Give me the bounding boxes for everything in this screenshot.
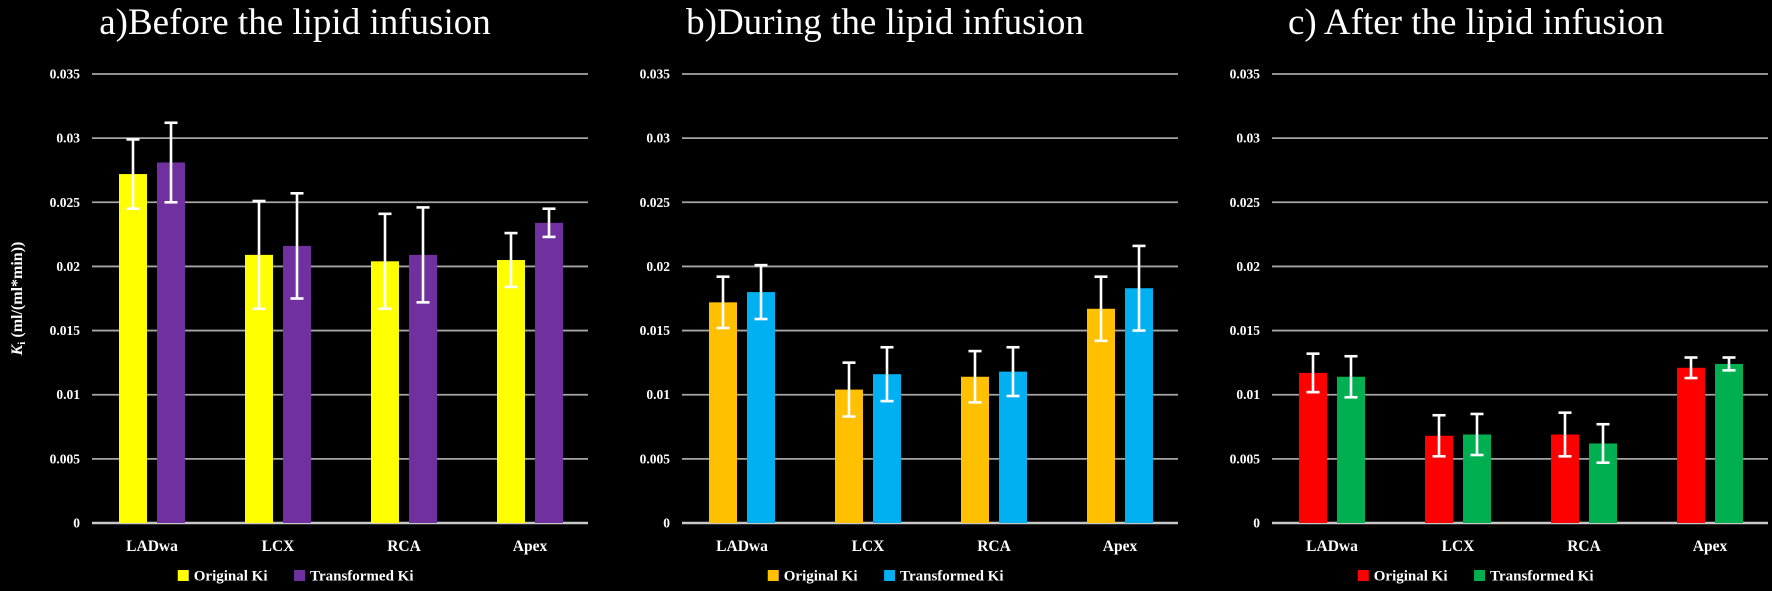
category-label-rca: RCA	[387, 538, 421, 555]
bar-transformed-apex	[535, 222, 563, 523]
category-label-rca: RCA	[977, 538, 1011, 555]
bar-transformed-apex	[1715, 363, 1743, 523]
category-label-rca: RCA	[1567, 538, 1601, 555]
legend-label-transformed: Transformed Ki	[900, 569, 1003, 585]
y-tick-label: 0	[663, 516, 670, 531]
y-tick-label: 0.01	[1236, 387, 1260, 402]
legend-label-original: Original Ki	[194, 569, 268, 585]
y-tick-label: 0	[73, 516, 80, 531]
y-tick-label: 0	[1253, 516, 1260, 531]
chart-panel-before: a)Before the lipid infusion 0.035 0.03 0.0…	[0, 0, 590, 591]
category-label-ladwa: LADwa	[1306, 538, 1358, 555]
y-tick-label: 0.03	[56, 131, 80, 146]
legend-label-transformed: Transformed Ki	[1490, 569, 1593, 585]
chart-canvas-before: 0.035 0.03 0.025 0.02 0.015 0.01 0.005 0 Ki (ml/…	[9, 67, 588, 585]
category-label-apex: Apex	[1693, 538, 1728, 555]
category-label-lcx: LCX	[262, 538, 296, 555]
legend-swatch-transformed	[294, 570, 306, 581]
y-tick-label: 0.02	[56, 259, 80, 274]
chart-title-during: b)During the lipid infusion	[686, 2, 1084, 43]
chart-canvas-during: 0.035 0.03 0.025 0.02 0.015 0.01 0.005 0 LADwa LC…	[640, 67, 1178, 585]
y-tick-label: 0.005	[1230, 451, 1261, 466]
y-tick-label: 0.035	[50, 67, 81, 82]
chart-title-before: a)Before the lipid infusion	[99, 2, 491, 43]
y-tick-label: 0.03	[646, 131, 670, 146]
y-tick-label: 0.015	[50, 323, 81, 338]
bar-original-ladwa	[1299, 372, 1327, 523]
legend-swatch-original	[767, 570, 779, 581]
chart-panel-during: b)During the lipid infusion 0.035 0.03 0.0…	[590, 0, 1180, 591]
bar-original-apex	[1677, 367, 1705, 523]
y-tick-label: 0.03	[1236, 131, 1260, 146]
chart-canvas-after: 0.035 0.03 0.025 0.02 0.015 0.01 0.005 0 LADwa LC…	[1230, 67, 1768, 585]
bar-original-apex	[1087, 308, 1115, 523]
y-tick-label: 0.015	[1230, 323, 1261, 338]
category-label-ladwa: LADwa	[716, 538, 768, 555]
legend-label-original: Original Ki	[1374, 569, 1448, 585]
y-tick-label: 0.015	[640, 323, 671, 338]
y-tick-label: 0.005	[50, 451, 81, 466]
legend-label-original: Original Ki	[784, 569, 858, 585]
category-label-apex: Apex	[513, 538, 548, 555]
category-label-ladwa: LADwa	[126, 538, 178, 555]
legend-swatch-transformed	[1474, 570, 1486, 581]
category-label-lcx: LCX	[1442, 538, 1476, 555]
y-axis-title: Ki (ml/(ml*min))	[9, 242, 28, 357]
category-label-apex: Apex	[1103, 538, 1138, 555]
category-label-lcx: LCX	[852, 538, 886, 555]
y-tick-label: 0.02	[646, 259, 670, 274]
bar-transformed-ladwa	[747, 292, 775, 523]
y-tick-label: 0.005	[640, 451, 671, 466]
chart-title-after: c) After the lipid infusion	[1287, 2, 1665, 43]
y-tick-label: 0.025	[1230, 195, 1261, 210]
bar-original-apex	[497, 260, 525, 523]
bar-original-ladwa	[709, 302, 737, 523]
legend-swatch-transformed	[884, 570, 896, 581]
y-tick-label: 0.025	[640, 195, 671, 210]
bar-transformed-ladwa	[157, 162, 185, 523]
legend-swatch-original	[177, 570, 189, 581]
y-tick-label: 0.035	[640, 67, 671, 82]
y-tick-label: 0.02	[1236, 259, 1260, 274]
chart-panel-after: c) After the lipid infusion 0.035 0.03 0.0…	[1180, 0, 1772, 591]
y-tick-label: 0.025	[50, 195, 81, 210]
bar-transformed-ladwa	[1337, 376, 1365, 523]
legend-label-transformed: Transformed Ki	[310, 569, 413, 585]
y-tick-label: 0.01	[56, 387, 80, 402]
y-tick-label: 0.01	[646, 387, 670, 402]
legend-swatch-original	[1357, 570, 1369, 581]
bar-original-ladwa	[119, 174, 147, 523]
y-tick-label: 0.035	[1230, 67, 1261, 82]
